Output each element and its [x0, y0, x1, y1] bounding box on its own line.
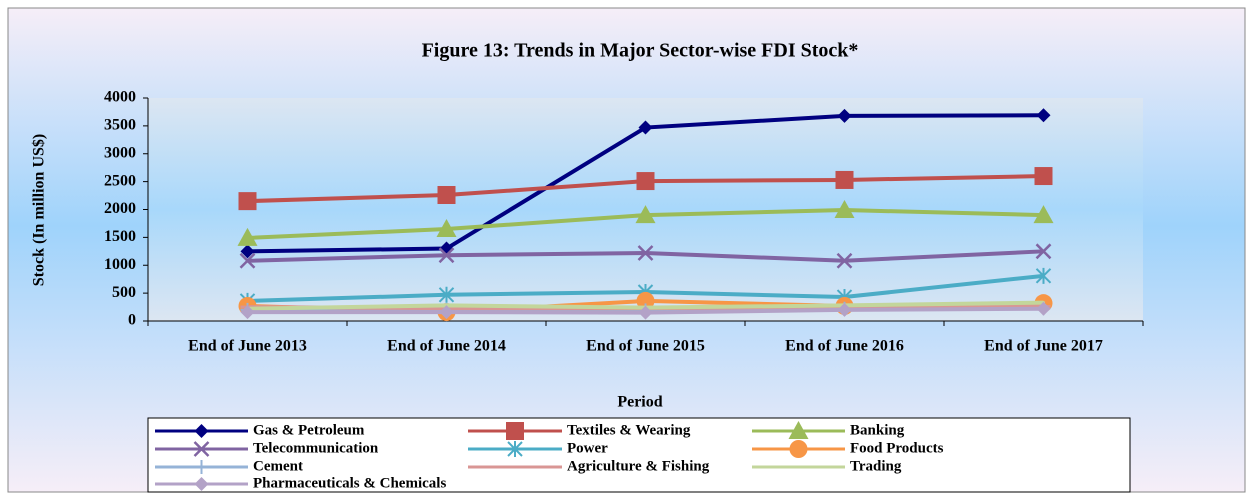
y-tick-label: 4000	[104, 89, 136, 106]
marker	[636, 291, 655, 310]
y-tick-label: 3500	[104, 117, 136, 134]
marker	[635, 205, 656, 224]
marker	[638, 305, 653, 320]
x-tick-label: End of June 2017	[984, 338, 1103, 355]
marker	[789, 440, 808, 458]
marker	[240, 244, 255, 259]
marker	[506, 422, 524, 440]
marker	[1033, 205, 1054, 224]
legend-label: Power	[567, 440, 608, 456]
marker	[436, 219, 457, 238]
legend-label: Pharmaceuticals & Chemicals	[253, 475, 446, 491]
marker	[194, 460, 209, 474]
y-tick-label: 0	[128, 312, 136, 329]
marker	[637, 245, 654, 261]
legend-label: Telecommunication	[253, 440, 379, 456]
marker	[837, 108, 852, 123]
marker	[836, 252, 853, 269]
chart-title: Figure 13: Trends in Major Sector-wise F…	[422, 40, 859, 62]
y-tick-label: 1500	[104, 228, 136, 245]
marker	[788, 421, 809, 439]
marker	[438, 247, 455, 264]
marker	[194, 477, 209, 491]
legend-label: Banking	[850, 422, 905, 438]
x-axis-label: Period	[617, 394, 662, 411]
y-tick-label: 3000	[104, 144, 136, 161]
x-tick-label: End of June 2014	[387, 338, 506, 355]
marker	[438, 286, 455, 303]
marker	[239, 252, 256, 269]
marker	[837, 302, 852, 317]
marker	[636, 172, 655, 191]
x-tick-label: End of June 2015	[586, 338, 705, 355]
marker	[834, 200, 855, 219]
legend-label: Agriculture & Fishing	[567, 458, 710, 474]
marker	[835, 170, 854, 189]
marker	[638, 120, 653, 135]
marker	[194, 424, 209, 438]
marker	[193, 441, 210, 457]
y-tick-label: 1000	[104, 256, 136, 273]
y-tick-label: 500	[112, 284, 136, 301]
marker	[1035, 267, 1052, 284]
legend-label: Gas & Petroleum	[253, 422, 365, 438]
y-axis-label: Stock (In million US$)	[31, 134, 48, 286]
legend-label: Trading	[850, 458, 902, 474]
marker	[1035, 243, 1052, 260]
legend-label: Cement	[253, 458, 303, 474]
x-tick-label: End of June 2016	[785, 338, 904, 355]
marker	[1036, 108, 1051, 123]
y-tick-label: 2000	[104, 200, 136, 217]
legend-label: Textiles & Wearing	[567, 422, 691, 438]
marker	[238, 192, 257, 211]
marker	[240, 305, 255, 320]
marker	[1036, 301, 1051, 316]
legend-label: Food Products	[850, 440, 944, 456]
marker	[1034, 167, 1053, 186]
marker	[507, 441, 523, 457]
x-tick-label: End of June 2013	[188, 338, 307, 355]
marker	[797, 465, 800, 469]
marker	[439, 305, 454, 320]
legend	[147, 417, 1131, 493]
marker	[437, 186, 456, 205]
y-tick-label: 2500	[104, 172, 136, 189]
marker	[237, 227, 258, 246]
